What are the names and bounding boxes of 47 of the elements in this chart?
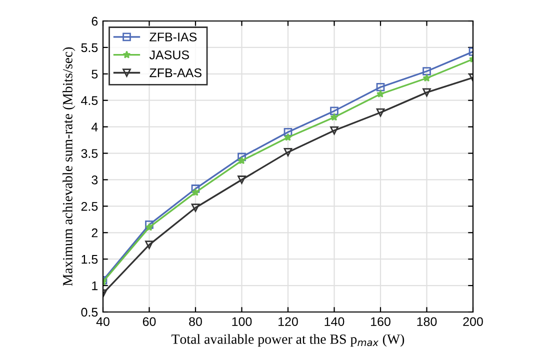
point: [284, 148, 292, 156]
y-tick-label: 3.5: [81, 149, 98, 158]
point: [192, 188, 200, 196]
point: [284, 133, 292, 141]
point: [330, 106, 338, 116]
point: [376, 82, 385, 92]
point: [145, 223, 154, 231]
y-tick-label: 1: [92, 281, 98, 290]
y-tick-label: 2: [92, 228, 98, 238]
y-tick-label: 6: [92, 16, 98, 26]
x-tick-label: 140: [324, 317, 344, 326]
legend-label: ZFB-AAS: [150, 68, 202, 78]
point: [376, 108, 385, 117]
x-tick-label: 160: [371, 317, 390, 326]
y-tick-label: 2.5: [81, 202, 98, 211]
point: [284, 128, 292, 136]
x-tick-label: 40: [96, 317, 110, 326]
point: [145, 240, 154, 249]
y-tick-label: 0.5: [81, 308, 98, 317]
point: [238, 176, 246, 184]
y-tick-label: 4: [91, 122, 98, 132]
point: [238, 152, 246, 162]
x-tick-label: 60: [142, 317, 156, 326]
y-tick-label: 5.5: [81, 43, 98, 52]
point: [191, 204, 200, 212]
point: [191, 184, 200, 193]
x-axis-title: Total available power at the BS p$_{max}$ (W): [172, 334, 404, 347]
legend-label: JASUS: [149, 50, 189, 60]
x-tick-label: 180: [417, 317, 437, 326]
point: [422, 74, 431, 82]
point: [376, 90, 384, 98]
point: [422, 67, 431, 76]
x-tick-label: 80: [189, 317, 202, 326]
legend-label: ZFB-IAS: [150, 32, 197, 42]
point: [238, 156, 246, 164]
point: [422, 88, 431, 97]
y-tick-label: 1.5: [82, 255, 98, 264]
y-tick-label: 5: [92, 70, 98, 79]
y-axis-title: Maximum achievable sum-rate (Mbits/sec): [62, 47, 76, 286]
point: [145, 220, 154, 229]
x-tick-label: 200: [463, 317, 483, 326]
y-tick-label: 3: [92, 176, 98, 184]
point: [330, 113, 338, 121]
x-tick-label: 120: [278, 317, 298, 326]
x-tick-label: 100: [232, 317, 252, 326]
y-tick-label: 4.5: [81, 96, 98, 106]
point: [330, 126, 338, 135]
